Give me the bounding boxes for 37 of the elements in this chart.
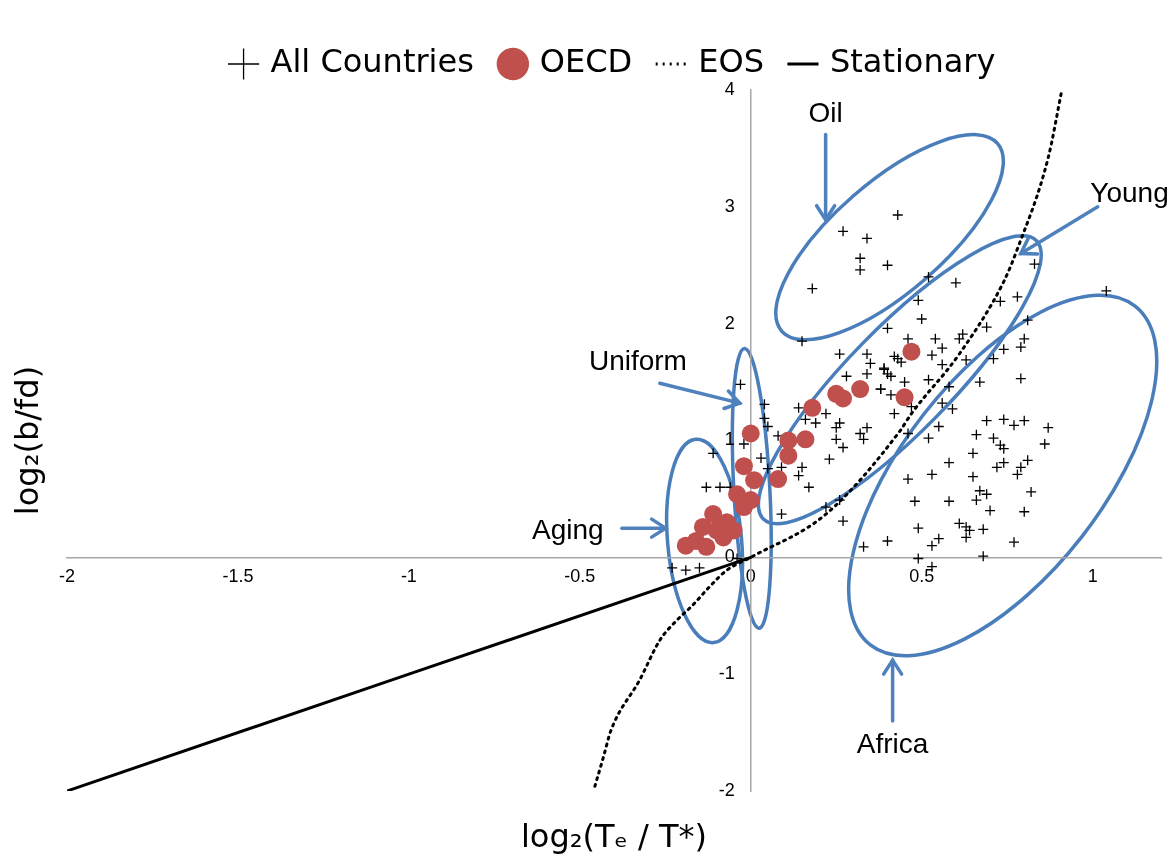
legend-label: All Countries [270,42,474,81]
annotation: Young [1090,176,1169,209]
point [803,398,822,417]
y-tick-label: -1 [718,663,735,684]
annotation: Africa [856,728,929,761]
point [902,342,921,361]
legend-label: EOS [698,42,764,81]
point [895,388,914,407]
x-tick-label: -2 [58,566,76,587]
point [745,471,764,490]
point [851,380,870,399]
x-axis-title: log₂(Tₑ / T*) [520,817,708,856]
point [741,424,760,443]
x-tick-label: 0 [745,566,756,587]
y-tick-label: 3 [724,195,735,216]
annotation: Uniform [588,345,687,378]
y-tick-label: 0 [724,546,735,567]
y-tick-label: -2 [718,779,735,800]
point [734,457,753,476]
x-tick-label: 1 [1087,566,1098,587]
point [779,446,798,465]
y-tick-label: 2 [724,312,735,333]
x-tick-label: -1.5 [222,566,254,587]
annotation: Aging [532,514,604,547]
y-axis-title: log₂(b/fd) [8,365,47,516]
point [687,531,706,550]
x-tick-label: -1 [400,566,417,587]
x-tick-label: -0.5 [564,566,596,587]
point [769,470,788,489]
x-tick-label: 0.5 [909,566,935,587]
annotation: Oil [808,97,843,130]
point [704,505,723,524]
point [796,430,815,449]
point [834,389,853,408]
legend-label: OECD [539,42,633,81]
legend-label: Stationary [829,42,996,81]
y-tick-label: 4 [724,78,735,99]
